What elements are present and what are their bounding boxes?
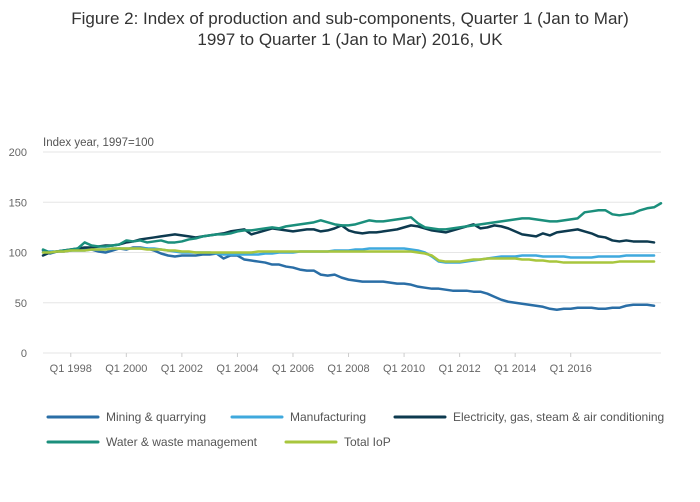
y-tick-label: 50 [15, 298, 27, 310]
legend-label: Water & waste management [106, 435, 258, 449]
y-tick-labels: 0 50 100 150 200 [9, 147, 27, 360]
x-tick-labels: Q1 1998 Q1 2000 Q1 2002 Q1 2004 Q1 2006 Q1 20… [50, 353, 592, 375]
legend-item-4[interactable]: Total IoP [284, 435, 391, 449]
chart-title-line-2: 1997 to Quarter 1 (Jan to Mar) 2016, UK [197, 30, 503, 49]
legend-item-2[interactable]: Electricity, gas, steam & air conditioni… [393, 410, 664, 424]
legend-label: Total IoP [344, 435, 391, 449]
legend-label: Manufacturing [290, 410, 366, 424]
y-axis-label: Index year, 1997=100 [43, 137, 154, 149]
legend-item-3[interactable]: Water & waste management [46, 435, 258, 449]
y-tick-label: 100 [9, 248, 27, 260]
y-tick-label: 200 [9, 147, 27, 159]
x-tick-label: Q1 2016 [550, 363, 592, 375]
legend-item-1[interactable]: Manufacturing [230, 410, 366, 424]
series-lines [41, 202, 663, 312]
series-line-3 [41, 202, 663, 254]
legend-label: Mining & quarrying [106, 410, 206, 424]
x-tick-label: Q1 1998 [50, 363, 92, 375]
y-tick-label: 150 [9, 197, 27, 209]
x-tick-label: Q1 2004 [216, 363, 258, 375]
x-tick-label: Q1 2008 [327, 363, 369, 375]
y-tick-label: 0 [21, 348, 27, 360]
x-tick-label: Q1 2010 [383, 363, 425, 375]
legend-label: Electricity, gas, steam & air conditioni… [453, 410, 664, 424]
series-line-2 [41, 223, 656, 257]
chart-title-line-1: Figure 2: Index of production and sub-co… [71, 9, 629, 28]
series-line-4 [41, 247, 656, 264]
legend[interactable]: Mining & quarrying Manufacturing Electrici… [46, 410, 664, 449]
x-tick-label: Q1 2000 [105, 363, 147, 375]
legend-item-0[interactable]: Mining & quarrying [46, 410, 206, 424]
x-tick-label: Q1 2006 [272, 363, 314, 375]
x-tick-label: Q1 2014 [494, 363, 536, 375]
x-tick-label: Q1 2002 [161, 363, 203, 375]
x-tick-label: Q1 2012 [439, 363, 481, 375]
